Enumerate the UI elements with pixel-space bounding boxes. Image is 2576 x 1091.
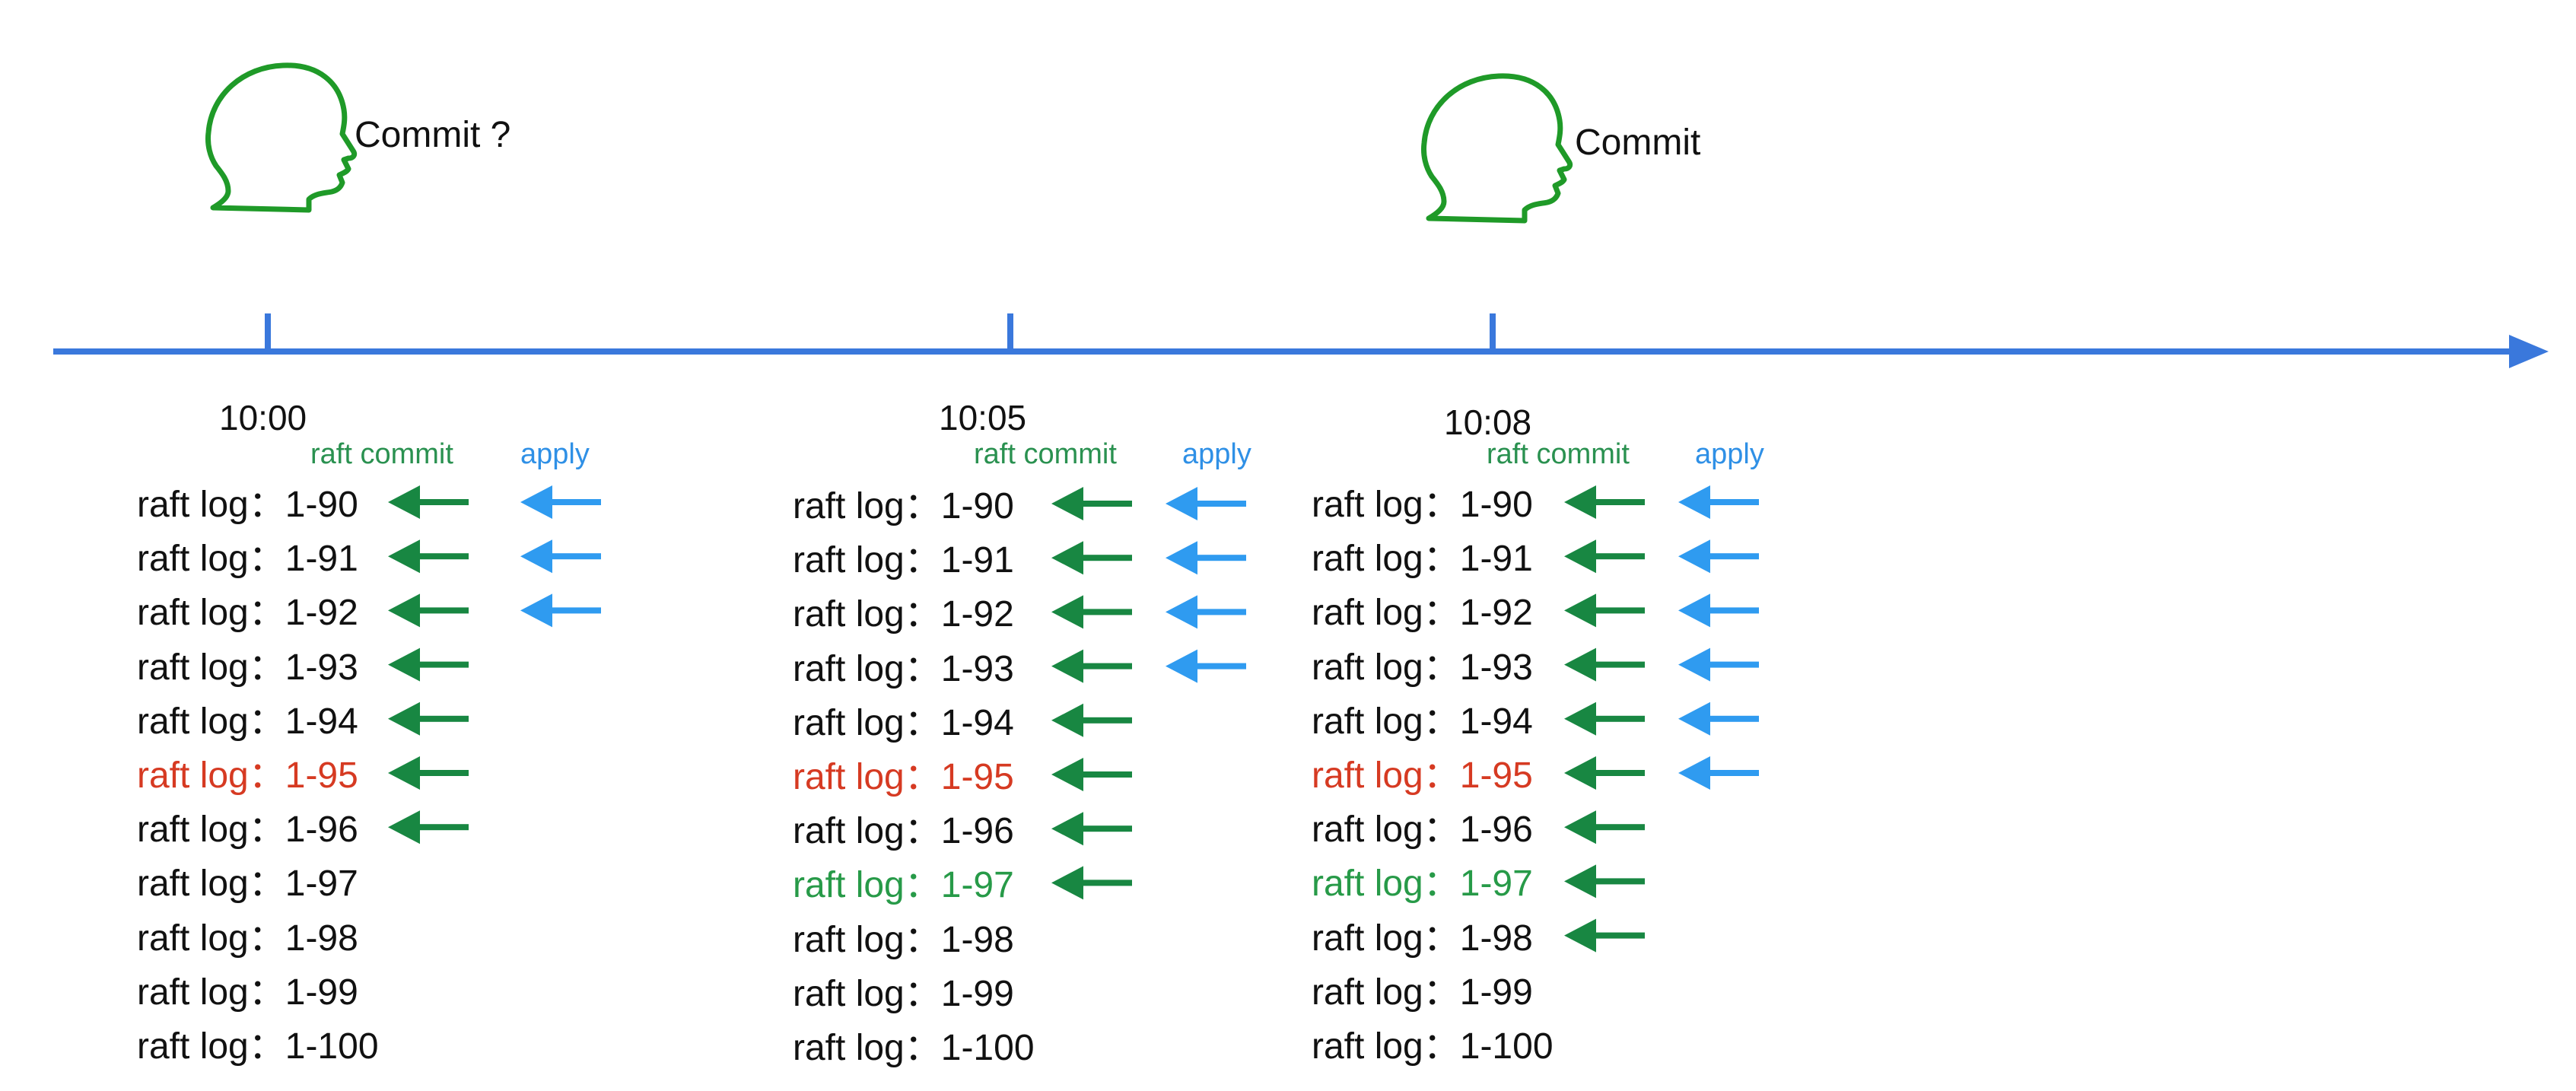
commit-arrow-icon <box>1051 649 1132 683</box>
raft-log-entry: raft log：1-93 <box>793 648 1014 689</box>
commit-arrow-icon <box>1564 647 1645 682</box>
person-label-left: Commit ? <box>355 115 511 155</box>
commit-arrow-icon <box>1051 866 1132 900</box>
commit-arrow-icon <box>1564 756 1645 790</box>
time-label-1000: 10:00 <box>219 398 307 437</box>
commit-arrow-icon <box>1564 539 1645 574</box>
raft-log-entry: raft log：1-97 <box>137 864 358 905</box>
column-header-apply: apply <box>1695 438 1764 470</box>
raft-log-entry: raft log：1-90 <box>137 485 358 525</box>
raft-log-entry: raft log：1-98 <box>137 918 358 959</box>
timeline-arrowhead-icon <box>2509 335 2549 368</box>
raft-log-entry: raft log：1-91 <box>793 540 1014 581</box>
commit-arrow-icon <box>1051 703 1132 737</box>
commit-arrow-icon <box>1564 593 1645 628</box>
apply-arrow-icon <box>1678 539 1759 574</box>
apply-arrow-icon <box>1678 647 1759 682</box>
commit-arrow-icon <box>1564 485 1645 519</box>
raft-log-entry: raft log：1-90 <box>793 486 1014 526</box>
commit-arrow-icon <box>1051 758 1132 791</box>
person-label-right: Commit <box>1575 122 1701 163</box>
column-header-raft-commit: raft commit <box>310 438 453 470</box>
raft-log-entry: raft log：1-93 <box>1312 647 1533 688</box>
column-header-apply: apply <box>1182 438 1251 470</box>
raft-log-entry: raft log：1-92 <box>793 594 1014 635</box>
commit-arrow-icon <box>388 756 469 790</box>
apply-arrow-icon <box>1166 649 1246 683</box>
apply-arrow-icon <box>520 539 601 574</box>
commit-arrow-icon <box>388 539 469 574</box>
raft-log-entry: raft log：1-95 <box>1312 755 1533 796</box>
head-profile-icon <box>205 62 358 213</box>
raft-log-entry: raft log：1-96 <box>793 811 1014 852</box>
apply-arrow-icon <box>1678 485 1759 519</box>
commit-arrow-icon <box>1564 810 1645 844</box>
raft-log-entry: raft log：1-96 <box>137 810 358 851</box>
raft-log-entry: raft log：1-97 <box>1312 864 1533 905</box>
column-header-raft-commit: raft commit <box>974 438 1117 470</box>
head-profile-icon <box>1421 73 1573 224</box>
commit-arrow-icon <box>388 647 469 682</box>
commit-arrow-icon <box>388 810 469 844</box>
apply-arrow-icon <box>520 485 601 519</box>
commit-arrow-icon <box>1051 812 1132 846</box>
raft-log-entry: raft log：1-94 <box>793 702 1014 743</box>
commit-arrow-icon <box>1564 918 1645 953</box>
raft-log-entry: raft log：1-100 <box>1312 1026 1554 1067</box>
raft-log-entry: raft log：1-90 <box>1312 485 1533 525</box>
column-header-raft-commit: raft commit <box>1487 438 1630 470</box>
raft-log-entry: raft log：1-91 <box>137 539 358 580</box>
raft-log-entry: raft log：1-97 <box>793 865 1014 906</box>
commit-arrow-icon <box>1051 595 1132 629</box>
apply-arrow-icon <box>1166 487 1246 520</box>
raft-log-entry: raft log：1-92 <box>137 593 358 634</box>
raft-log-entry: raft log：1-93 <box>137 647 358 688</box>
raft-log-entry: raft log：1-94 <box>1312 701 1533 742</box>
raft-log-entry: raft log：1-94 <box>137 701 358 742</box>
raft-log-entry: raft log：1-96 <box>1312 810 1533 851</box>
column-header-apply: apply <box>520 438 590 470</box>
commit-arrow-icon <box>1564 701 1645 736</box>
apply-arrow-icon <box>520 593 601 628</box>
time-label-1005: 10:05 <box>939 398 1027 437</box>
commit-arrow-icon <box>1051 541 1132 575</box>
raft-log-entry: raft log：1-100 <box>793 1028 1035 1068</box>
raft-log-entry: raft log：1-95 <box>137 755 358 796</box>
raft-log-entry: raft log：1-98 <box>1312 918 1533 959</box>
commit-arrow-icon <box>388 485 469 519</box>
time-label-1008: 10:08 <box>1444 402 1532 442</box>
raft-log-entry: raft log：1-92 <box>1312 593 1533 634</box>
raft-log-entry: raft log：1-98 <box>793 919 1014 960</box>
apply-arrow-icon <box>1166 541 1246 575</box>
raft-log-entry: raft log：1-91 <box>1312 539 1533 580</box>
raft-log-entry: raft log：1-95 <box>793 757 1014 797</box>
apply-arrow-icon <box>1678 756 1759 790</box>
raft-log-entry: raft log：1-99 <box>1312 972 1533 1013</box>
commit-arrow-icon <box>388 701 469 736</box>
raft-log-entry: raft log：1-99 <box>793 973 1014 1014</box>
raft-log-entry: raft log：1-100 <box>137 1026 379 1067</box>
commit-arrow-icon <box>1051 487 1132 520</box>
apply-arrow-icon <box>1166 595 1246 629</box>
apply-arrow-icon <box>1678 701 1759 736</box>
apply-arrow-icon <box>1678 593 1759 628</box>
commit-arrow-icon <box>388 593 469 628</box>
commit-arrow-icon <box>1564 864 1645 899</box>
raft-log-entry: raft log：1-99 <box>137 972 358 1013</box>
